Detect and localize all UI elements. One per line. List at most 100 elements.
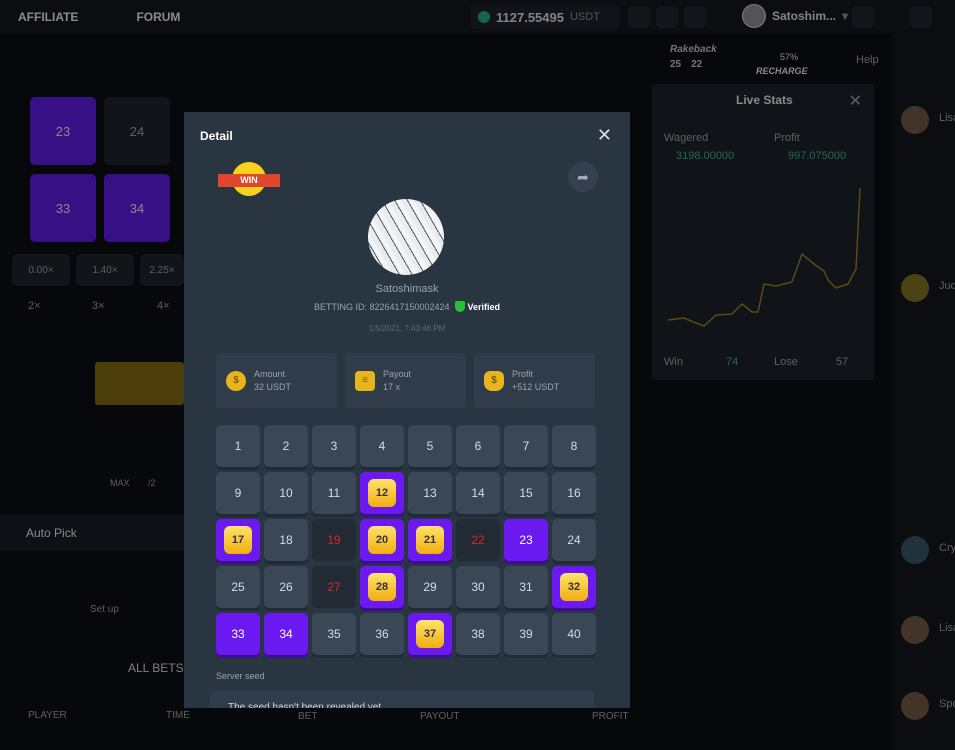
grid-cell: 28 [360,566,404,608]
col-player: PLAYER [28,710,67,721]
gem-icon: 32 [560,573,588,601]
close-icon[interactable]: ✕ [596,125,612,145]
chat-avatar [901,692,929,720]
hits-label: 4× [157,300,170,312]
setup-button[interactable]: Set up [90,604,119,615]
mail-icon[interactable] [684,6,706,28]
grid-cell: 25 [216,566,260,608]
nav-affiliate[interactable]: AFFILIATE [18,10,79,24]
bell-icon[interactable] [656,6,678,28]
grid-cell: 2 [264,425,308,467]
modal-title: Detail [200,129,233,143]
cell-number: 7 [522,439,530,453]
tools-icon[interactable] [910,6,932,28]
game-tile[interactable]: 34 [104,174,170,242]
wagered-label: Wagered [664,132,709,144]
game-tile[interactable]: 23 [30,97,96,165]
game-tile[interactable]: 33 [30,174,96,242]
grid-cell: 1 [216,425,260,467]
grid-cell: 23 [504,519,548,561]
bet-button[interactable] [95,362,184,405]
cell-number: 22 [471,533,485,547]
chat-avatar [901,616,929,644]
balance-selector[interactable]: 1127.55495 USDT [470,5,620,29]
profit-value: +512 USDT [512,381,560,392]
cell-number: 35 [327,627,341,641]
all-bets-tab[interactable]: ALL BETS [128,661,184,675]
rakeback-value-2: 22 [691,59,703,70]
cell-number: 31 [519,580,533,594]
grid-cell: 18 [264,519,308,561]
grid-cell: 34 [264,613,308,655]
server-seed-label: Server seed [216,671,265,681]
cell-number: 11 [327,486,341,500]
auto-pick-row[interactable]: Auto Pick [0,515,184,551]
live-stats-panel: Live Stats ✕ Wagered 3198.00000 Profit 9… [652,84,874,380]
amount-card: $ Amount 32 USDT [216,353,337,408]
max-button[interactable]: MAX [110,478,130,488]
betting-id: BETTING ID: 8226417150002424 [313,301,450,312]
chat-user: Jud [939,280,955,292]
balance-value: 1127.55495 [496,9,564,25]
recharge-label: RECHARGE [756,66,808,76]
gem-icon: 37 [416,620,444,648]
hits-label: 3× [92,300,105,312]
cell-number: 4 [378,439,386,453]
piggy-icon[interactable] [628,6,650,28]
grid-cell: 9 [216,472,260,514]
multiplier: 0.00× [12,254,70,286]
grid-cell: 7 [504,425,548,467]
grid-cell: 38 [456,613,500,655]
chart-icon[interactable] [852,6,874,28]
gem-icon: 20 [368,526,396,554]
share-icon[interactable]: ➦ [568,162,598,192]
username: Satoshim... [772,9,837,23]
cell-number: 3 [330,439,338,453]
grid-cell: 20 [360,519,404,561]
col-payout: PAYOUT [420,711,460,722]
game-tile[interactable]: 24 [104,97,170,165]
col-time: TIME [166,710,190,721]
help-link[interactable]: Help [856,54,879,66]
grid-cell: 4 [360,425,404,467]
grid-cell: 17 [216,519,260,561]
half-button[interactable]: /2 [148,478,156,488]
rakeback[interactable]: Rakeback 25 22 [670,44,717,70]
chat-avatar [901,274,929,302]
cell-number: 6 [474,439,482,453]
grid-cell: 30 [456,566,500,608]
grid-cell: 3 [312,425,356,467]
grid-cell: 6 [456,425,500,467]
win-badge-text: WIN [218,174,280,187]
cell-number: 2 [282,439,290,453]
bet-date: 1/5/2021, 7:43:46 PM [368,324,446,333]
chat-user: Spo [939,698,955,710]
close-icon[interactable]: ✕ [848,93,862,110]
chat-user: Lisa [939,622,955,634]
user-avatar [368,199,444,275]
recharge[interactable]: 57% RECHARGE [740,46,810,76]
nav-forum[interactable]: FORUM [136,10,181,24]
multiplier: 1.40× [76,254,134,286]
cell-number: 5 [426,439,434,453]
server-seed-field[interactable]: The seed hasn't been revealed yet [210,690,594,708]
cell-number: 14 [471,486,485,500]
chat-sidebar: Lisa Jud Cry Lisa Spo [893,34,955,750]
cell-number: 34 [279,627,293,641]
win-value: 74 [726,356,739,368]
user-menu[interactable]: Satoshim... ▾ [742,4,848,28]
cell-number: 9 [234,486,242,500]
grid-cell: 11 [312,472,356,514]
gem-icon: 17 [224,526,252,554]
cell-number: 15 [519,486,533,500]
grid-cell: 29 [408,566,452,608]
grid-cell: 27 [312,566,356,608]
lose-label: Lose [774,356,798,368]
cell-number: 40 [567,627,581,641]
grid-cell: 32 [552,566,596,608]
payout-value: 17 x [383,381,401,392]
payout-card: ≡ Payout 17 x [345,353,466,408]
multiplier: 2.25× [140,254,184,286]
grid-cell: 19 [312,519,356,561]
